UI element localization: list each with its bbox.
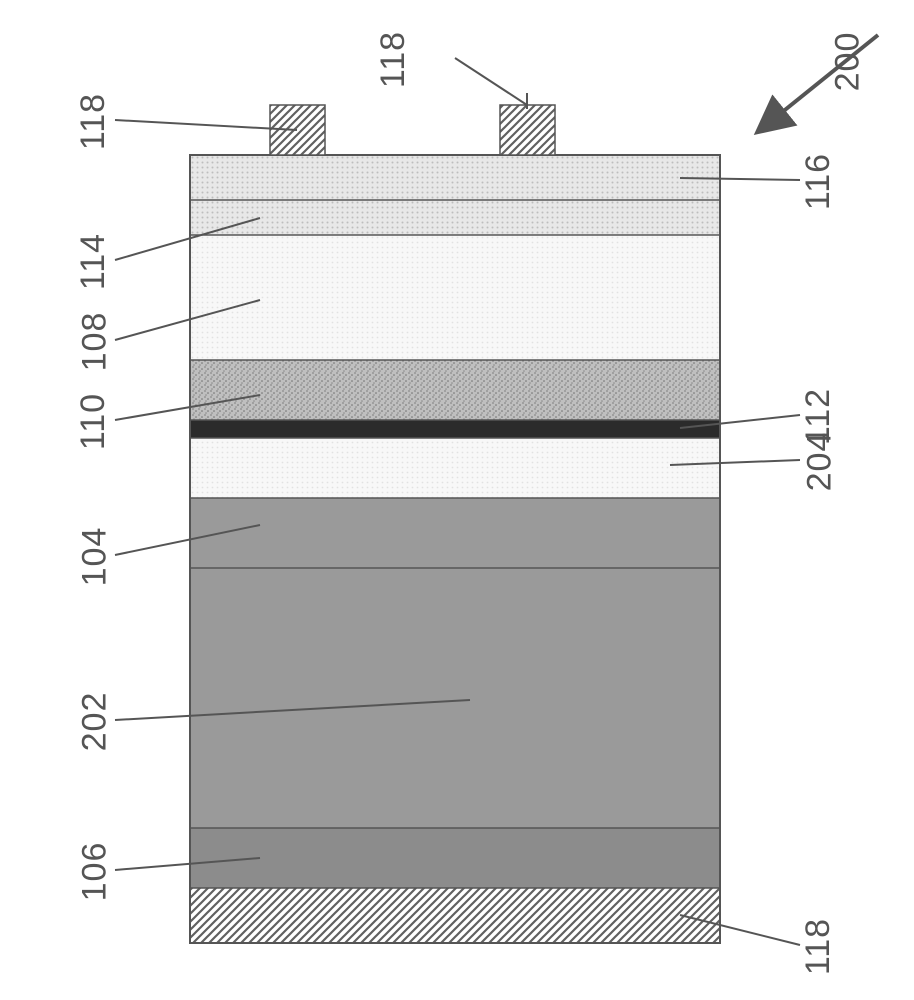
callout-label-118br: 118 [799,918,838,975]
callout-label-118tl: 118 [74,93,113,150]
layer-l104 [190,498,720,568]
layer-l118b [190,888,720,943]
top-contact-1 [500,105,555,155]
callout-label-110: 110 [74,393,113,450]
device-reference-label: 200 [828,32,867,92]
callout-label-116: 116 [799,153,838,210]
callout-label-104: 104 [75,527,114,587]
callout-label-114: 114 [74,233,113,290]
layer-l106 [190,828,720,888]
callout-label-108: 108 [75,312,114,372]
layer-l114 [190,200,720,235]
callout-label-106: 106 [75,842,114,902]
callout-label-118tc: 118 [374,31,413,88]
layer-l112 [190,420,720,438]
layer-l110 [190,360,720,420]
layer-l202 [190,568,720,828]
diagram-stage: 118114108110104202106116112204118118200 [0,0,914,1000]
callout-label-202: 202 [75,692,114,752]
callout-label-204: 204 [800,432,839,492]
top-contact-0 [270,105,325,155]
layer-l108 [190,235,720,360]
layer-top_cap [190,155,720,200]
layer-stack-diagram [0,0,914,1000]
layer-l204 [190,438,720,498]
